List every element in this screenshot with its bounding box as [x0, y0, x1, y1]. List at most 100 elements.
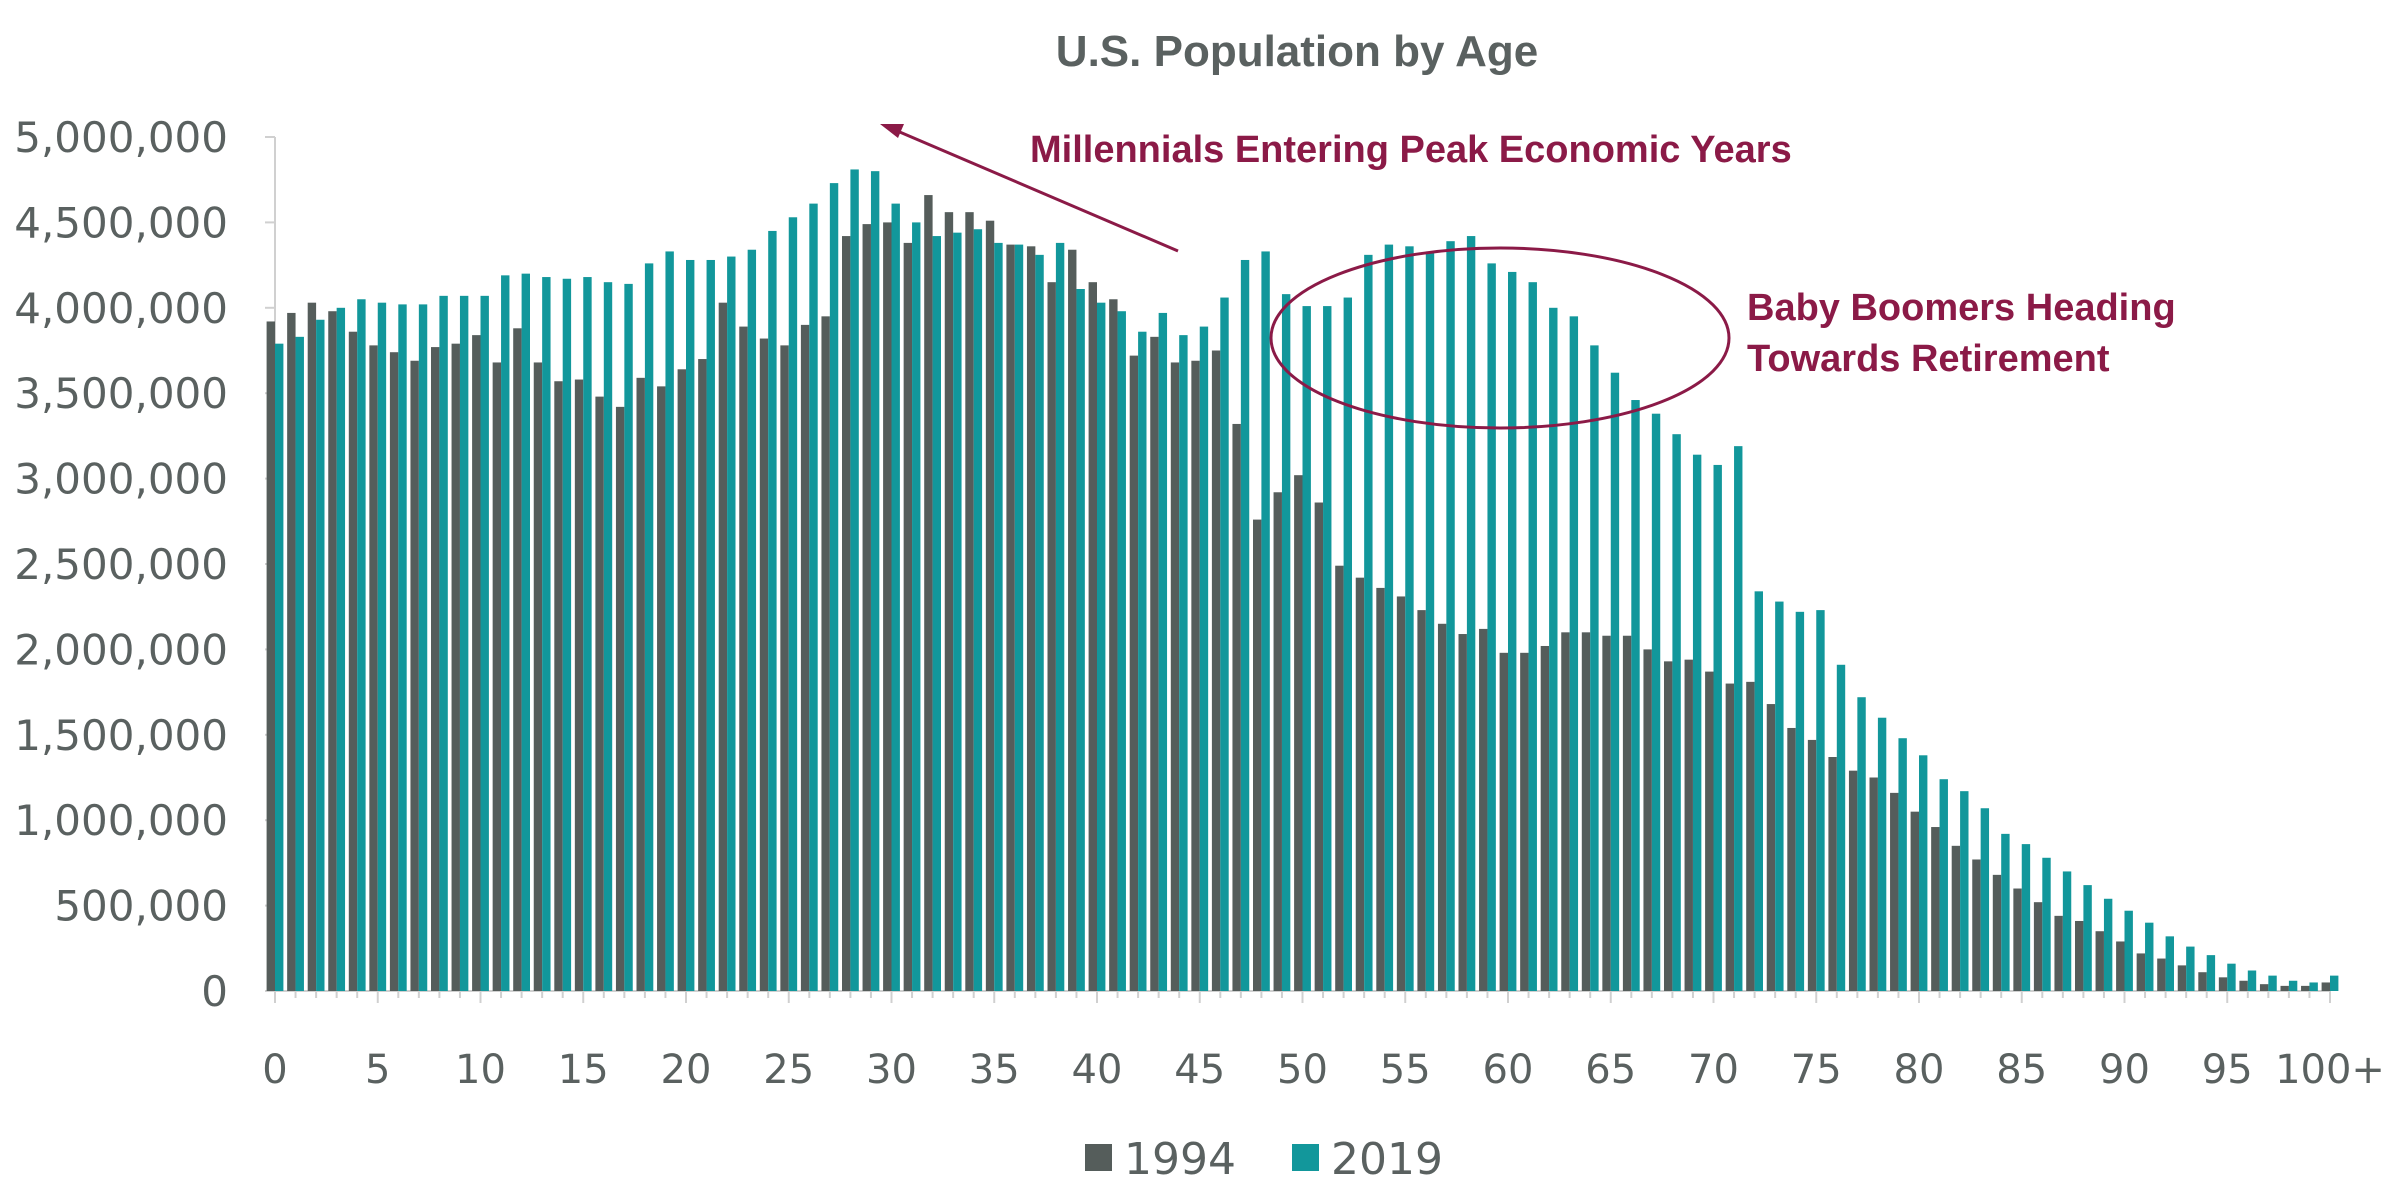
bar-2019-age-15 — [583, 277, 592, 991]
bar-1994-age-80 — [1910, 811, 1919, 991]
bar-2019-age-26 — [809, 203, 818, 991]
bar-1994-age-1 — [287, 312, 296, 991]
bar-1994-age-23 — [739, 326, 748, 991]
baby-boomers-ellipse — [1269, 246, 1731, 430]
bar-1994-age-43 — [1150, 336, 1159, 991]
bar-2019-age-33 — [953, 232, 962, 991]
bar-1994-age-88 — [2075, 920, 2084, 991]
bar-2019-age-49 — [1281, 294, 1291, 991]
bar-2019-age-76 — [1836, 664, 1846, 991]
bar-1994-age-29 — [862, 224, 871, 991]
legend: 1994 2019 — [1085, 1134, 1443, 1185]
bar-1994-age-60 — [1499, 652, 1508, 991]
bar-1994-age-64 — [1581, 632, 1591, 991]
bar-2019-age-94 — [2206, 955, 2216, 991]
bar-2019-age-82 — [1960, 791, 1969, 991]
y-tick-label: 1,500,000 — [14, 711, 228, 760]
bar-1994-age-67 — [1643, 649, 1652, 991]
bar-2019-age-29 — [870, 171, 880, 991]
bar-1994-age-32 — [924, 195, 933, 991]
bar-2019-age-39 — [1076, 289, 1085, 992]
bar-1994-age-26 — [800, 324, 810, 991]
bar-1994-age-81 — [1931, 827, 1940, 991]
bar-1994-age-74 — [1787, 727, 1796, 991]
bar-2019-age-91 — [2145, 922, 2154, 991]
x-tick-label: 15 — [558, 1047, 609, 1093]
bar-2019-age-25 — [788, 217, 798, 991]
bar-1994-age-53 — [1355, 577, 1365, 991]
bar-2019-age-80 — [1919, 755, 1928, 991]
bar-1994-age-3 — [328, 311, 337, 991]
bar-1994-age-40 — [1088, 282, 1097, 991]
bar-2019-age-32 — [932, 236, 941, 992]
bar-2019-age-36 — [1014, 244, 1024, 991]
bar-2019-age-3 — [336, 307, 346, 991]
bar-2019-age-2 — [316, 319, 325, 992]
bar-2019-age-44 — [1179, 335, 1188, 991]
bar-1994-age-13 — [533, 362, 543, 991]
bar-1994-age-79 — [1890, 792, 1899, 991]
bar-2019-age-18 — [644, 263, 654, 992]
bar-2019-age-63 — [1569, 316, 1579, 992]
bar-2019-age-8 — [439, 295, 448, 991]
y-tick-label: 1,000,000 — [14, 796, 228, 845]
bar-1994-age-5 — [369, 345, 378, 992]
bar-1994-age-87 — [2054, 915, 2063, 991]
bar-1994-age-21 — [698, 359, 707, 991]
bar-1994-age-59 — [1479, 628, 1488, 991]
bar-2019-age-40 — [1097, 302, 1106, 991]
bar-2019-age-57 — [1446, 241, 1455, 992]
bar-2019-age-72 — [1754, 591, 1763, 991]
bar-1994-age-57 — [1437, 623, 1447, 991]
x-tick-label: 20 — [661, 1047, 712, 1093]
bar-2019-age-96 — [2247, 970, 2257, 991]
bar-2019-age-67 — [1651, 413, 1661, 991]
bar-2019-age-97 — [2268, 975, 2277, 991]
bar-2019-age-83 — [1980, 808, 1990, 991]
bar-2019-age-47 — [1240, 259, 1250, 991]
bar-1994-age-51 — [1314, 502, 1324, 991]
bar-1994-age-70 — [1705, 671, 1714, 991]
bar-2019-age-59 — [1487, 263, 1496, 992]
y-axis: 0 500,000 1,000,000 1,500,000 2,000,000 2,500… — [14, 113, 276, 1016]
bar-2019-age-37 — [1035, 254, 1044, 992]
bar-1994-age-77 — [1848, 770, 1858, 991]
bar-1994-age-72 — [1746, 681, 1755, 991]
bar-1994-age-63 — [1561, 632, 1570, 991]
x-tick-label: 90 — [2099, 1047, 2150, 1093]
bar-2019-age-0 — [275, 343, 284, 992]
bar-1994-age-52 — [1335, 565, 1344, 991]
legend-label-2019: 2019 — [1331, 1134, 1443, 1185]
bar-1994-age-35 — [985, 220, 995, 991]
bar-2019-age-66 — [1631, 400, 1640, 992]
bar-2019-age-19 — [665, 251, 674, 991]
bar-1994-age-47 — [1232, 423, 1241, 992]
bar-2019-age-74 — [1795, 611, 1805, 991]
y-tick-label: 0 — [201, 967, 228, 1016]
x-tick-label: 40 — [1072, 1047, 1123, 1093]
bar-1994-age-44 — [1170, 362, 1180, 991]
x-tick-label: 45 — [1174, 1047, 1225, 1093]
bar-2019-age-54 — [1384, 244, 1394, 991]
y-tick-label: 4,500,000 — [14, 198, 228, 247]
x-axis: 0 5 10 15 20 25 30 35 40 45 50 55 60 65 70 75 80 85 90 95 10… — [262, 990, 2385, 1093]
bar-1994-age-85 — [2013, 888, 2022, 991]
bar-1994-age-55 — [1396, 596, 1406, 991]
y-tick-label: 4,000,000 — [14, 284, 228, 333]
x-tick-label: 50 — [1277, 1047, 1328, 1093]
bar-2019-age-4 — [357, 299, 366, 991]
bar-2019-age-78 — [1877, 717, 1887, 991]
bar-2019-age-10 — [480, 295, 489, 991]
bar-2019-age-28 — [850, 169, 859, 991]
x-tick-label: 10 — [455, 1047, 506, 1093]
baby-boomers-annotation: Baby Boomers Heading Towards Retirement — [1269, 246, 2176, 430]
bar-1994-age-11 — [492, 362, 502, 991]
bar-1994-age-96 — [2239, 980, 2248, 991]
bar-1994-age-31 — [903, 242, 913, 991]
series-2019-bars — [275, 169, 2339, 992]
bar-1994-age-91 — [2136, 953, 2146, 991]
bar-2019-age-85 — [2021, 844, 2031, 991]
x-tick-label: 60 — [1483, 1047, 1534, 1093]
bar-1994-age-38 — [1047, 282, 1056, 991]
y-tick-label: 5,000,000 — [14, 113, 228, 162]
